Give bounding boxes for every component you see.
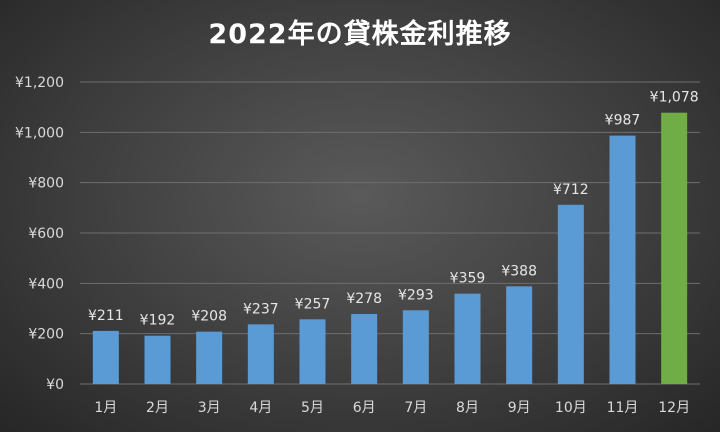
y-tick-label: ¥200 [28, 327, 64, 343]
x-tick-label: 9月 [508, 400, 531, 416]
x-tick-label: 11月 [607, 400, 639, 416]
y-tick-label: ¥400 [28, 276, 64, 292]
bar-4 [247, 324, 274, 384]
x-tick-label: 8月 [456, 400, 479, 416]
x-tick-label: 10月 [555, 400, 587, 416]
bar-2 [144, 335, 171, 384]
y-tick-label: ¥800 [28, 176, 64, 192]
y-tick-label: ¥1,000 [15, 125, 64, 141]
bar-12 [661, 112, 688, 384]
bar-7 [402, 310, 429, 384]
y-tick-label: ¥1,200 [15, 75, 64, 91]
bar-8 [454, 293, 481, 384]
bar-6 [351, 314, 378, 384]
bar-11 [609, 135, 636, 384]
data-label: ¥987 [605, 113, 641, 129]
y-tick-label: ¥600 [28, 226, 64, 242]
data-label: ¥293 [398, 287, 434, 303]
y-tick-label: ¥0 [46, 377, 64, 393]
chart-title: 2022年の貸株金利推移 [208, 19, 512, 50]
x-tick-label: 1月 [94, 400, 117, 416]
bar-10 [557, 204, 584, 384]
data-label: ¥192 [140, 313, 176, 329]
x-tick-label: 7月 [404, 400, 427, 416]
data-label: ¥208 [191, 309, 227, 325]
bar-3 [196, 331, 223, 384]
x-tick-label: 2月 [146, 400, 169, 416]
data-label: ¥278 [346, 291, 382, 307]
x-tick-label: 4月 [249, 400, 272, 416]
bar-9 [506, 286, 533, 384]
data-label: ¥359 [450, 271, 486, 287]
data-label: ¥1,078 [650, 90, 699, 106]
data-label: ¥388 [501, 263, 537, 279]
x-tick-label: 3月 [198, 400, 221, 416]
bar-5 [299, 319, 326, 384]
data-label: ¥237 [243, 301, 279, 317]
x-tick-label: 12月 [658, 400, 690, 416]
data-label: ¥257 [295, 296, 331, 312]
data-label: ¥211 [88, 308, 124, 324]
x-tick-label: 6月 [353, 400, 376, 416]
bar-1 [92, 330, 119, 384]
x-tick-label: 5月 [301, 400, 324, 416]
data-label: ¥712 [553, 182, 589, 198]
